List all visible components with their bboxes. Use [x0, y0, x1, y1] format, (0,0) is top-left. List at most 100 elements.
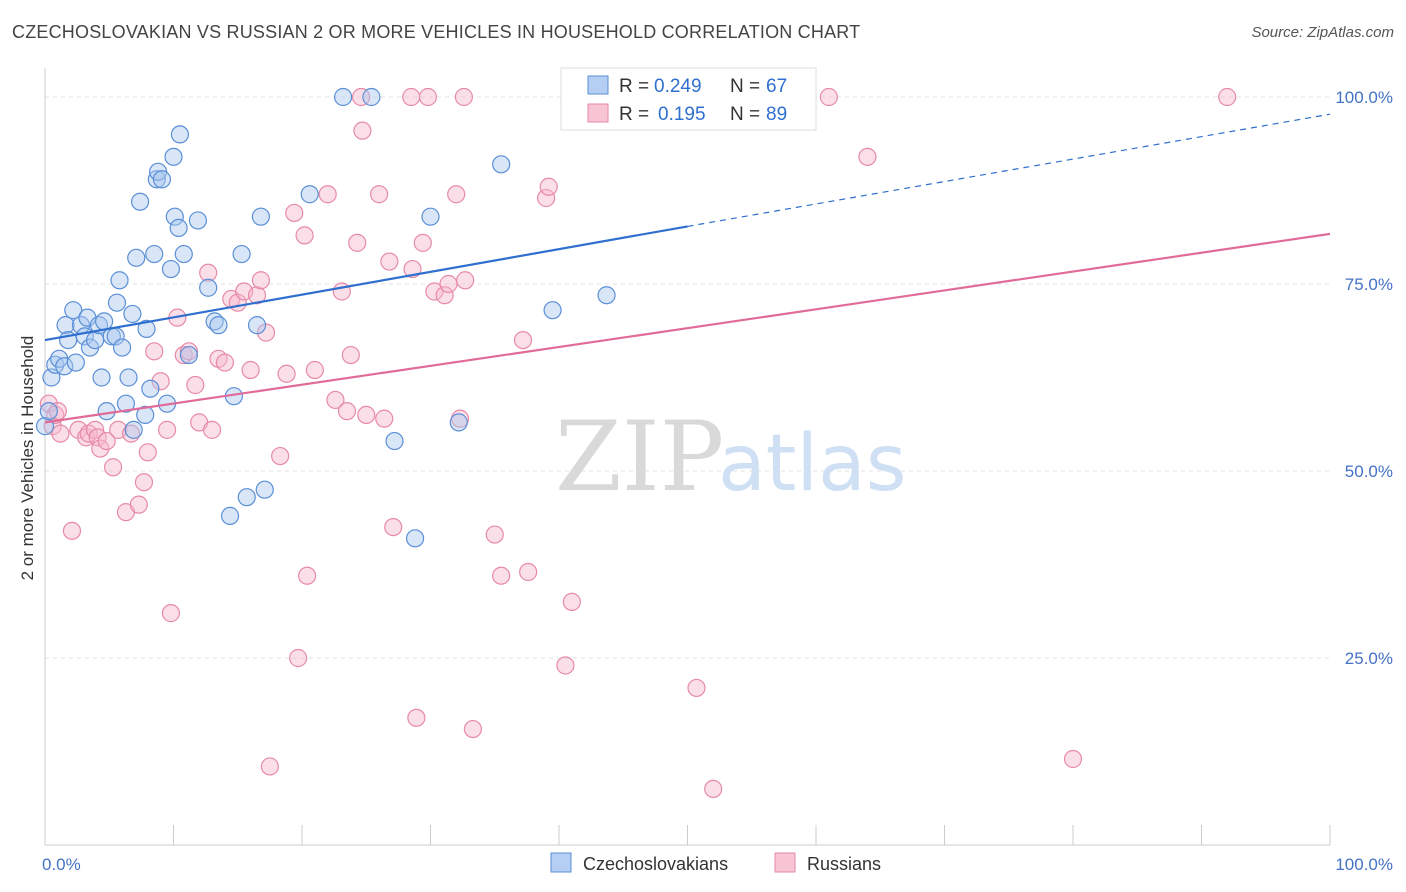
russian-point-87 — [454, 87, 474, 107]
czech-point-64 — [543, 301, 562, 320]
russian-point-47 — [305, 360, 324, 380]
russian-point-77 — [562, 592, 581, 612]
russian-point-11 — [91, 439, 110, 458]
russian-point-81 — [819, 87, 838, 107]
series-name-czech: Czechoslovakians — [583, 854, 728, 874]
czech-point-26 — [123, 304, 142, 324]
russian-point-19 — [138, 443, 157, 462]
series-legend: Czechoslovakians Russians — [550, 852, 881, 874]
czech-point-58 — [362, 87, 381, 107]
legend-n-czech: 67 — [766, 76, 787, 97]
russian-point-57 — [375, 409, 394, 428]
russian-point-36 — [241, 360, 260, 380]
y-tick-label-1: 75.0% — [1345, 275, 1393, 294]
czech-point-5 — [55, 357, 74, 376]
russian-point-44 — [289, 648, 308, 668]
czech-point-36 — [152, 170, 172, 189]
czech-point-18 — [97, 402, 116, 421]
russian-point-52 — [341, 345, 360, 365]
czech-point-29 — [130, 192, 150, 211]
y-tick-label-3: 25.0% — [1345, 649, 1393, 668]
russian-point-74 — [537, 188, 556, 208]
russian-trend-line — [44, 232, 1331, 424]
czech-point-65 — [597, 286, 616, 305]
czech-point-6 — [56, 316, 75, 335]
russian-point-88 — [352, 87, 371, 107]
czech-point-54 — [251, 207, 270, 226]
y-tick-label-2: 50.0% — [1345, 462, 1393, 481]
czech-point-62 — [449, 413, 468, 432]
czech-point-21 — [107, 293, 127, 312]
russian-point-4 — [51, 424, 70, 443]
russian-point-65 — [435, 286, 454, 305]
russian-point-29 — [199, 263, 218, 282]
chart-title: CZECHOSLOVAKIAN VS RUSSIAN 2 OR MORE VEH… — [12, 22, 861, 42]
legend-r-russian: 0.195 — [658, 104, 706, 125]
russian-point-62 — [413, 233, 432, 252]
russian-point-22 — [157, 420, 177, 439]
czech-point-40 — [165, 207, 184, 226]
czech-point-25 — [119, 368, 138, 387]
grid-lines — [45, 96, 1330, 659]
russian-point-12 — [97, 431, 116, 451]
czech-point-0 — [35, 417, 55, 436]
czech-point-52 — [237, 488, 256, 507]
czech-point-41 — [169, 218, 188, 237]
russian-point-18 — [134, 473, 154, 492]
russian-point-84 — [1218, 87, 1237, 107]
czech-trend-line — [44, 225, 688, 342]
russian-point-10 — [88, 428, 107, 447]
czech-point-28 — [127, 248, 146, 267]
czech-point-9 — [66, 353, 85, 372]
czech-point-14 — [86, 331, 105, 350]
russian-point-20 — [145, 342, 164, 361]
russian-point-85 — [402, 87, 421, 107]
czech-point-33 — [145, 244, 164, 264]
russian-point-55 — [357, 405, 376, 424]
legend-swatch-czech — [587, 75, 609, 95]
russian-point-53 — [348, 233, 367, 252]
russian-point-82 — [858, 147, 877, 166]
russian-point-68 — [456, 271, 475, 290]
watermark-atlas: atlas — [718, 419, 907, 509]
russian-point-72 — [513, 331, 533, 350]
russian-point-13 — [104, 458, 123, 477]
czech-point-24 — [116, 394, 136, 413]
axes — [44, 68, 1331, 846]
czech-point-31 — [137, 319, 156, 338]
russian-point-42 — [277, 364, 296, 383]
czech-point-59 — [385, 431, 404, 451]
russian-point-71 — [492, 566, 511, 585]
russian-point-30 — [202, 420, 222, 439]
russian-point-66 — [439, 274, 458, 294]
czech-point-17 — [95, 312, 114, 331]
x-tick-label-1: 100.0% — [1335, 855, 1393, 874]
czech-point-38 — [161, 259, 181, 279]
czech-point-49 — [220, 506, 240, 525]
czech-point-39 — [164, 147, 183, 166]
x-tick-label-0: 0.0% — [42, 855, 81, 874]
russian-point-54 — [353, 121, 372, 140]
tick-labels: 100.0% 75.0% 50.0% 25.0% 0.0% 100.0% — [42, 88, 1393, 874]
y-tick-label-0: 100.0% — [1335, 88, 1393, 107]
russian-point-69 — [463, 719, 483, 739]
russian-point-5 — [62, 521, 82, 540]
russian-point-64 — [425, 282, 444, 301]
source-label: Source: ZipAtlas.com — [1251, 24, 1394, 41]
russian-point-70 — [485, 525, 504, 544]
russian-point-61 — [407, 708, 426, 727]
russian-point-21 — [151, 372, 170, 391]
russian-point-17 — [129, 495, 148, 514]
russian-point-58 — [380, 252, 399, 271]
czech-point-44 — [179, 345, 199, 365]
russian-point-80 — [704, 779, 723, 799]
czech-trend-extension — [687, 113, 1331, 227]
czech-point-1 — [39, 402, 58, 421]
russian-point-76 — [556, 656, 575, 675]
series-swatch-czech — [550, 852, 572, 873]
russian-point-45 — [295, 226, 314, 245]
legend-r-label-russian: R = — [619, 104, 649, 125]
russian-point-38 — [251, 271, 270, 290]
legend-r-label-czech: R = — [619, 76, 649, 97]
series-name-russian: Russians — [807, 854, 881, 874]
